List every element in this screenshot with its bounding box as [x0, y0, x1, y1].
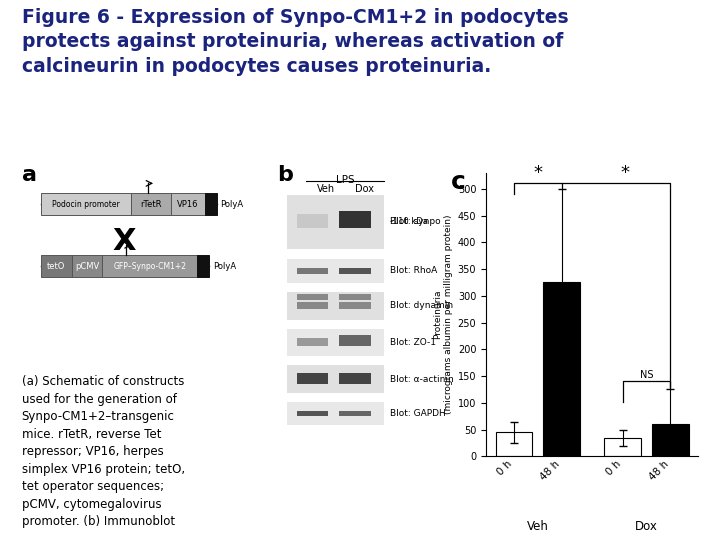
FancyBboxPatch shape — [287, 402, 384, 425]
FancyBboxPatch shape — [339, 211, 371, 228]
FancyBboxPatch shape — [287, 194, 384, 249]
Text: Dox: Dox — [355, 184, 374, 194]
FancyBboxPatch shape — [297, 214, 328, 228]
Text: Blot: GAPDH: Blot: GAPDH — [390, 409, 446, 418]
Text: tetO: tetO — [47, 262, 66, 271]
Text: Figure 6 - Expression of Synpo-CM1+2 in podocytes
protects against proteinuria, : Figure 6 - Expression of Synpo-CM1+2 in … — [22, 8, 568, 76]
Text: PolyA: PolyA — [220, 200, 243, 209]
FancyBboxPatch shape — [204, 193, 217, 215]
Bar — [604, 437, 641, 456]
Text: *: * — [534, 164, 542, 182]
Bar — [652, 424, 689, 456]
Text: Blot: α-actinin: Blot: α-actinin — [390, 375, 454, 383]
FancyBboxPatch shape — [171, 193, 204, 215]
FancyBboxPatch shape — [297, 302, 328, 309]
FancyBboxPatch shape — [287, 366, 384, 393]
FancyBboxPatch shape — [102, 255, 197, 278]
FancyBboxPatch shape — [287, 329, 384, 356]
Y-axis label: Proteinuria
(micrograms albumin per milligram protein): Proteinuria (micrograms albumin per mill… — [433, 215, 454, 414]
Bar — [544, 282, 580, 456]
Text: Blot: ZO-1: Blot: ZO-1 — [390, 338, 436, 347]
FancyBboxPatch shape — [339, 294, 371, 300]
FancyBboxPatch shape — [297, 411, 328, 416]
FancyBboxPatch shape — [339, 268, 371, 274]
Text: PolyA: PolyA — [213, 262, 236, 271]
Text: Blot: dynamin: Blot: dynamin — [390, 301, 453, 310]
Text: Dox: Dox — [635, 521, 658, 534]
FancyBboxPatch shape — [287, 259, 384, 283]
FancyBboxPatch shape — [71, 255, 102, 278]
Text: rTetR: rTetR — [140, 200, 162, 209]
Text: GFP–Synpo-CM1+2: GFP–Synpo-CM1+2 — [114, 262, 186, 271]
Text: NS: NS — [640, 370, 653, 380]
Text: Veh: Veh — [527, 521, 549, 534]
Text: Blot: RhoA: Blot: RhoA — [390, 266, 437, 275]
Text: a: a — [22, 165, 37, 185]
FancyBboxPatch shape — [297, 268, 328, 274]
FancyBboxPatch shape — [339, 411, 371, 416]
FancyBboxPatch shape — [40, 193, 131, 215]
Text: pCMV: pCMV — [75, 262, 99, 271]
FancyBboxPatch shape — [297, 294, 328, 300]
Text: Podocin promoter: Podocin promoter — [52, 200, 120, 209]
Text: *: * — [621, 164, 629, 182]
FancyBboxPatch shape — [339, 335, 371, 346]
Text: Blot: synpo: Blot: synpo — [390, 218, 441, 226]
Text: b: b — [277, 165, 293, 185]
FancyBboxPatch shape — [297, 373, 328, 383]
Text: -110 kDa: -110 kDa — [390, 217, 428, 226]
Text: Veh: Veh — [317, 184, 335, 194]
FancyBboxPatch shape — [297, 338, 328, 346]
FancyBboxPatch shape — [131, 193, 171, 215]
FancyBboxPatch shape — [197, 255, 210, 278]
FancyBboxPatch shape — [339, 373, 371, 383]
Text: (a) Schematic of constructs
used for the generation of
Synpo-CM1+2–transgenic
mi: (a) Schematic of constructs used for the… — [22, 375, 185, 528]
Text: LPS: LPS — [336, 174, 354, 185]
FancyBboxPatch shape — [339, 302, 371, 309]
Text: VP16: VP16 — [177, 200, 199, 209]
Text: c: c — [451, 170, 466, 194]
FancyBboxPatch shape — [287, 292, 384, 320]
FancyBboxPatch shape — [40, 255, 71, 278]
Bar — [495, 432, 532, 456]
Text: X: X — [112, 227, 135, 256]
